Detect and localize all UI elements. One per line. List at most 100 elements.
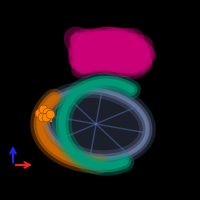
Ellipse shape [84,32,108,50]
Ellipse shape [90,52,115,65]
Ellipse shape [104,37,139,57]
Ellipse shape [100,44,127,60]
Ellipse shape [87,37,141,67]
Ellipse shape [76,32,132,62]
Ellipse shape [95,49,125,63]
Ellipse shape [77,40,121,62]
Ellipse shape [82,36,104,52]
Ellipse shape [90,40,118,54]
Ellipse shape [84,40,105,56]
Ellipse shape [86,37,134,60]
Ellipse shape [99,51,117,60]
Ellipse shape [77,48,128,74]
Ellipse shape [126,54,143,68]
Ellipse shape [117,48,152,74]
Ellipse shape [71,48,106,78]
Ellipse shape [133,44,143,50]
Ellipse shape [79,46,99,56]
Point [48,112,52,116]
Ellipse shape [113,51,135,69]
Ellipse shape [96,33,116,47]
Ellipse shape [83,31,122,53]
Ellipse shape [76,52,101,74]
Ellipse shape [90,54,115,68]
Ellipse shape [89,34,116,50]
Ellipse shape [90,44,145,73]
Point [44,115,48,119]
Ellipse shape [130,52,140,67]
Ellipse shape [87,30,103,49]
Ellipse shape [94,51,133,73]
Ellipse shape [84,36,124,58]
Ellipse shape [123,42,138,47]
Ellipse shape [75,52,96,60]
Ellipse shape [78,39,93,49]
Ellipse shape [118,38,148,59]
Ellipse shape [101,41,146,79]
Ellipse shape [103,57,117,65]
Ellipse shape [104,51,131,66]
Ellipse shape [74,40,101,66]
Ellipse shape [96,33,146,61]
Ellipse shape [84,48,98,60]
Ellipse shape [93,41,127,56]
Ellipse shape [125,35,132,45]
Ellipse shape [88,35,105,47]
Ellipse shape [69,35,106,71]
Ellipse shape [90,28,138,59]
Ellipse shape [109,40,134,54]
Ellipse shape [116,46,146,68]
Ellipse shape [130,58,143,65]
Ellipse shape [97,32,131,55]
Ellipse shape [79,41,141,71]
Ellipse shape [73,39,94,63]
Ellipse shape [103,28,144,62]
Ellipse shape [108,47,140,73]
Ellipse shape [109,33,138,57]
Ellipse shape [97,50,116,57]
Point [45,110,49,114]
Ellipse shape [78,33,109,55]
Ellipse shape [88,46,132,66]
Ellipse shape [80,28,113,54]
Ellipse shape [100,60,117,67]
Ellipse shape [108,48,118,55]
Ellipse shape [128,42,150,60]
Ellipse shape [122,41,143,56]
Ellipse shape [80,36,110,60]
Point [40,115,44,119]
Ellipse shape [76,43,91,59]
Ellipse shape [122,51,147,71]
Ellipse shape [94,41,133,63]
Ellipse shape [117,37,126,51]
Point [41,107,45,111]
Ellipse shape [72,29,115,59]
Ellipse shape [112,45,146,67]
Ellipse shape [127,47,146,60]
Ellipse shape [71,59,91,66]
Ellipse shape [123,44,150,63]
Ellipse shape [100,54,127,70]
Ellipse shape [74,31,115,65]
Ellipse shape [112,34,153,63]
Ellipse shape [102,36,126,51]
Ellipse shape [100,36,150,66]
Ellipse shape [80,55,98,71]
Ellipse shape [123,38,155,64]
Ellipse shape [102,36,116,52]
Ellipse shape [115,46,132,63]
Ellipse shape [75,37,97,57]
Ellipse shape [81,48,101,64]
Ellipse shape [68,36,129,66]
Ellipse shape [110,41,152,73]
Ellipse shape [113,44,138,58]
Ellipse shape [106,41,152,71]
Ellipse shape [85,49,101,55]
Ellipse shape [87,27,126,53]
Ellipse shape [131,44,147,58]
Ellipse shape [117,49,141,63]
Ellipse shape [106,31,130,49]
Ellipse shape [119,33,129,53]
Ellipse shape [44,89,148,159]
Ellipse shape [110,37,124,42]
